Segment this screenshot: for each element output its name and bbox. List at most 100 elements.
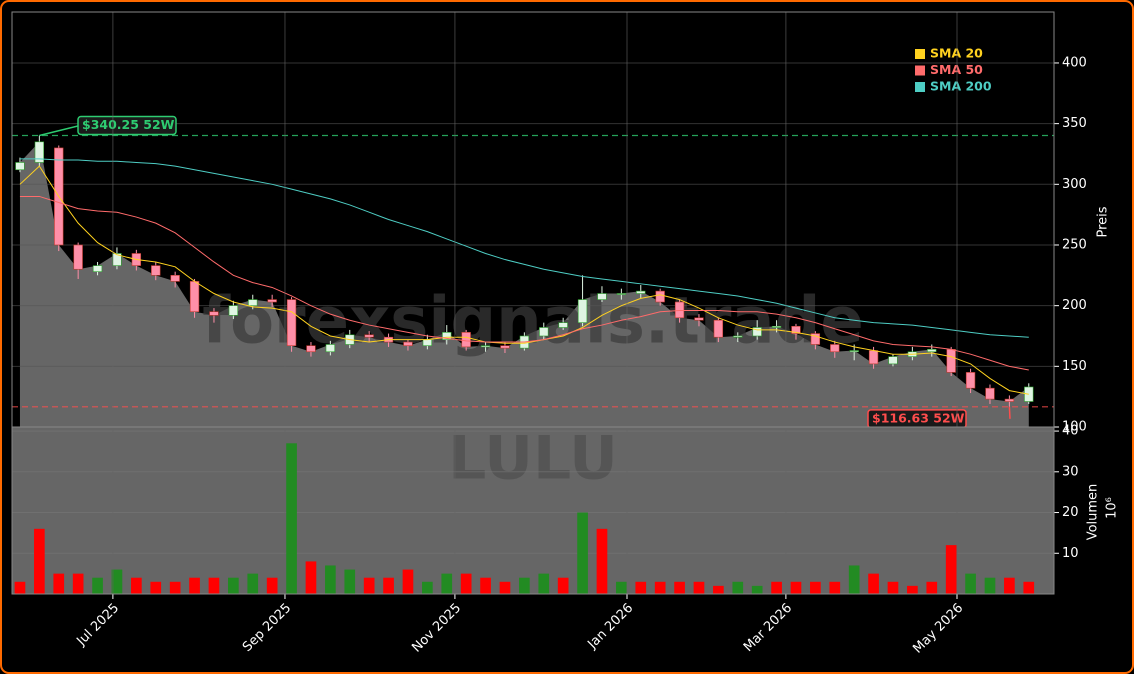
candle-body	[189, 281, 200, 313]
volume-bar	[266, 577, 278, 594]
candle-body	[422, 339, 433, 346]
volume-bar	[1004, 577, 1015, 594]
candle-body	[752, 327, 762, 337]
y-axis-label: Preis	[1096, 206, 1111, 237]
volume-bar	[538, 573, 550, 594]
candle-body	[694, 317, 704, 321]
candle-body	[1004, 398, 1015, 402]
volume-bar	[422, 581, 433, 594]
volume-bar	[92, 577, 103, 594]
volume-bar	[344, 569, 356, 594]
sma-line	[19, 195, 1029, 371]
volume-bar	[14, 581, 26, 594]
candle-body	[771, 325, 782, 328]
candle-body	[34, 141, 45, 163]
volume-bar	[848, 565, 860, 594]
volume-bar	[926, 581, 938, 594]
y-tick-label: 350	[1062, 116, 1087, 131]
candle-body	[480, 345, 491, 348]
volume-bar	[169, 581, 181, 594]
candle-body	[170, 275, 180, 282]
candle-body	[849, 350, 859, 353]
y-tick-label: 100	[1062, 420, 1087, 435]
y-tick-label: 250	[1062, 237, 1087, 252]
volume-bar	[53, 573, 65, 594]
candle-body	[92, 265, 103, 272]
volume-bar	[965, 573, 976, 594]
candle-body	[442, 332, 452, 340]
volume-bar	[771, 581, 782, 594]
y-tick-label: 30	[1062, 464, 1079, 479]
price-area	[19, 141, 1029, 428]
candle-body	[539, 327, 549, 337]
candle-body	[15, 162, 25, 171]
candle-body	[248, 299, 258, 306]
volume-bar	[713, 585, 724, 594]
candle-body	[597, 293, 607, 300]
candle-body	[461, 332, 471, 348]
volume-bar	[499, 581, 511, 594]
volume-bar	[674, 581, 685, 594]
volume-bar	[519, 577, 530, 594]
candle-body	[946, 349, 956, 373]
candle-body	[655, 290, 665, 303]
volume-bar	[557, 577, 569, 594]
candle-body	[267, 299, 277, 303]
y-axis-label: Volumen	[1086, 484, 1101, 541]
panel-border	[11, 426, 1055, 595]
candle-body	[733, 335, 743, 338]
volume-bar	[460, 573, 472, 594]
volume-bar	[208, 577, 220, 594]
volume-bar	[305, 561, 317, 594]
candle-body	[577, 299, 588, 323]
y-tick-label: 400	[1062, 55, 1087, 70]
volume-bar	[945, 545, 957, 594]
y-tick-label: 300	[1062, 177, 1087, 192]
candle-body	[209, 311, 219, 316]
candle-body	[403, 341, 413, 346]
volume-bar	[34, 528, 45, 594]
y-tick-label: 40	[1062, 424, 1079, 439]
candle-body	[985, 387, 995, 400]
candle-body	[713, 319, 724, 338]
volume-bar	[732, 581, 744, 594]
volume-bar	[654, 581, 666, 594]
volume-bar	[441, 573, 453, 594]
candle-body	[830, 344, 840, 353]
y-tick-label: 200	[1062, 298, 1087, 313]
candle-body	[306, 345, 316, 353]
volume-bar	[887, 581, 899, 594]
annotation-arrow	[39, 124, 81, 137]
legend-swatch	[915, 65, 925, 76]
y-tick-label: 150	[1062, 359, 1087, 374]
volume-bar	[325, 565, 336, 594]
volume-bar	[635, 581, 647, 594]
candle-body	[674, 301, 685, 319]
candle-body	[965, 372, 976, 389]
volume-bar	[868, 573, 879, 594]
candle-body	[888, 356, 898, 365]
volume-bar	[72, 573, 84, 594]
volume-bar	[616, 581, 627, 594]
volume-bar	[402, 569, 414, 594]
volume-bar	[150, 581, 162, 594]
y-tick-label: 20	[1062, 505, 1079, 520]
legend-swatch	[915, 82, 925, 92]
candle-body	[927, 349, 937, 353]
candle-body	[286, 299, 297, 346]
volume-bar	[596, 528, 608, 594]
volume-bar	[111, 569, 123, 594]
volume-bar	[810, 581, 821, 594]
candle-body	[228, 305, 239, 316]
candle-body	[151, 265, 161, 276]
candle-body	[325, 344, 336, 353]
volume-bar	[189, 577, 200, 594]
volume-bar	[907, 585, 918, 594]
volume-background	[12, 427, 1054, 594]
volume-bar	[247, 573, 259, 594]
legend-label: SMA 200	[930, 79, 992, 94]
candle-body	[810, 333, 821, 345]
candle-body	[616, 293, 627, 295]
volume-bar	[577, 512, 588, 594]
